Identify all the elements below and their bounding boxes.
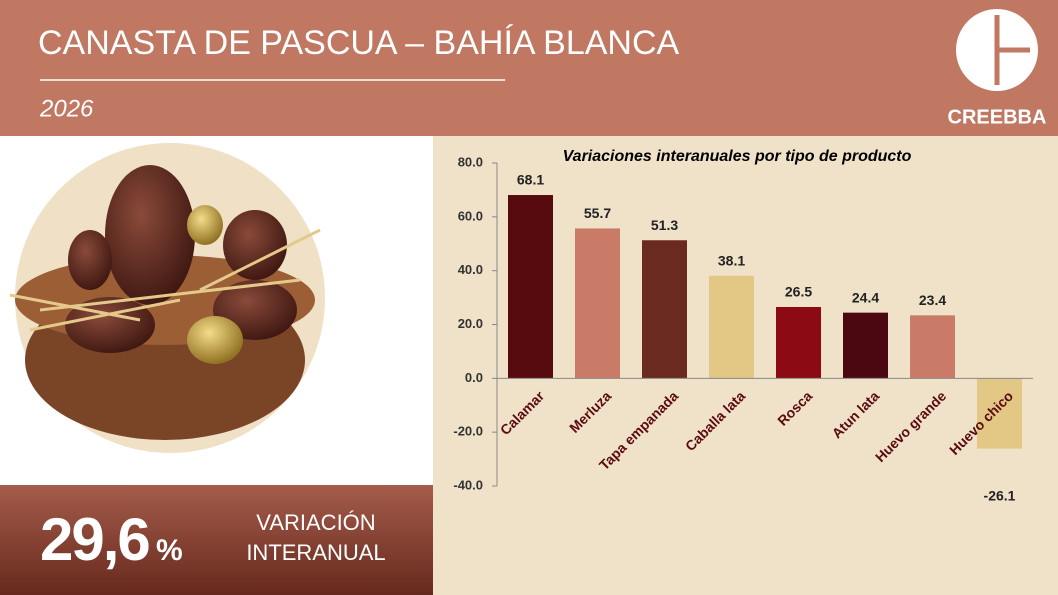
value-label: 38.1	[718, 252, 745, 268]
value-label: 68.1	[517, 172, 544, 188]
highlight-value: 29,6	[40, 506, 149, 573]
bar	[910, 315, 955, 379]
y-tick-label: -40.0	[453, 477, 483, 492]
bar	[843, 312, 888, 379]
y-tick-label: 60.0	[458, 208, 483, 223]
y-tick-label: 20.0	[458, 316, 483, 331]
highlight-bg	[0, 485, 433, 595]
subtitle: 2026	[39, 95, 94, 122]
basket-photo	[9, 143, 325, 453]
y-tick-label: 0.0	[465, 370, 483, 385]
logo-text: CREEBBA	[948, 106, 1047, 128]
y-tick-label: -20.0	[453, 424, 483, 439]
bar	[709, 275, 754, 379]
bar	[977, 378, 1022, 449]
bar	[575, 228, 620, 379]
value-label: -26.1	[984, 487, 1016, 503]
value-label: 23.4	[919, 292, 946, 308]
chart-title: Variaciones interanuales por tipo de pro…	[563, 148, 912, 165]
bar	[642, 240, 687, 379]
bar	[776, 307, 821, 379]
value-label: 26.5	[785, 284, 812, 300]
highlight-label: VARIACIÓN INTERANUAL	[246, 510, 386, 565]
title: CANASTA DE PASCUA – BAHÍA BLANCA	[38, 24, 680, 62]
value-label: 55.7	[584, 205, 611, 221]
value-label: 51.3	[651, 217, 678, 233]
y-tick-label: 80.0	[458, 154, 483, 169]
y-tick-label: 40.0	[458, 262, 483, 277]
header-bg	[0, 0, 1058, 136]
logo	[956, 9, 1038, 91]
value-label: 24.4	[852, 289, 879, 305]
highlight-unit: %	[156, 534, 183, 567]
bar	[508, 195, 553, 379]
